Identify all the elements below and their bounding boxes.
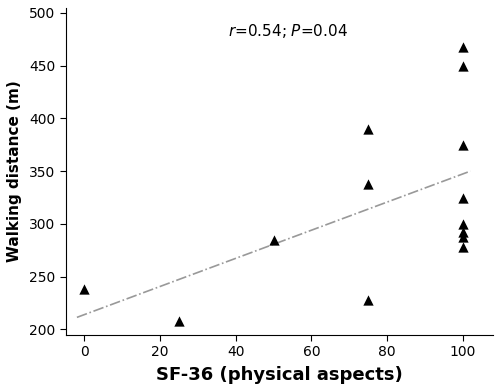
- Text: $r$=0.54; $P$=0.04: $r$=0.54; $P$=0.04: [228, 22, 348, 40]
- Point: [364, 297, 372, 303]
- Point: [459, 43, 467, 50]
- Point: [270, 237, 278, 243]
- X-axis label: SF-36 (physical aspects): SF-36 (physical aspects): [156, 366, 402, 384]
- Point: [80, 286, 88, 292]
- Point: [459, 142, 467, 148]
- Y-axis label: Walking distance (m): Walking distance (m): [7, 80, 22, 262]
- Point: [459, 244, 467, 250]
- Point: [459, 229, 467, 235]
- Point: [459, 194, 467, 201]
- Point: [364, 126, 372, 132]
- Point: [459, 221, 467, 227]
- Point: [459, 63, 467, 69]
- Point: [459, 233, 467, 240]
- Point: [175, 318, 183, 324]
- Point: [364, 181, 372, 187]
